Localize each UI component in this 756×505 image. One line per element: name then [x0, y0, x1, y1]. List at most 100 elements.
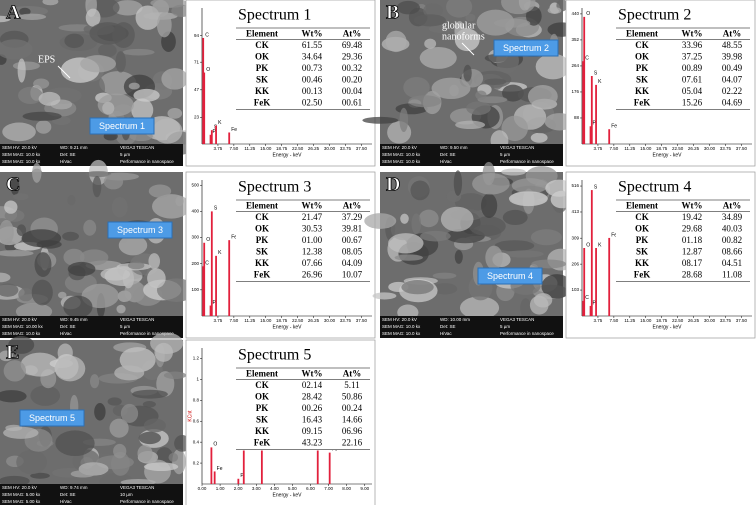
x-tick-label: 11.25: [244, 318, 255, 323]
table-cell: 00.82: [722, 235, 742, 245]
y-tick-label: 300: [191, 235, 199, 240]
sem-texture: [432, 283, 458, 295]
annotation: EPS: [38, 54, 55, 65]
sem-texture: [22, 111, 62, 121]
sem-texture: [110, 451, 130, 476]
sem-texture: [394, 254, 423, 261]
table-cell: 00.49: [722, 63, 743, 73]
x-tick-label: 4.00: [270, 486, 279, 491]
table-cell: SK: [636, 246, 648, 256]
sem-texture: [132, 389, 168, 399]
x-tick-label: 7.50: [229, 146, 238, 151]
peak: [237, 478, 240, 484]
table-header: Element: [246, 28, 278, 38]
sem-info-text: SEM MAG: 10.0 kx: [382, 324, 421, 329]
sem-texture: [2, 122, 36, 142]
table-cell: 00.46: [302, 74, 323, 84]
table-cell: 28.42: [302, 391, 322, 401]
table-cell: 00.73: [302, 63, 323, 73]
sem-texture: [148, 184, 172, 198]
sem-texture: [0, 250, 34, 257]
sem-info-bar: [380, 316, 563, 338]
sem-info-bar: [0, 484, 183, 505]
sem-texture: [502, 209, 528, 226]
x-tick-label: 7.50: [609, 318, 618, 323]
sem-texture: [362, 116, 399, 124]
x-tick-label: 5.00: [288, 486, 297, 491]
table-cell: 28.68: [682, 269, 703, 279]
peak: [590, 190, 593, 316]
peak-label: Fe: [217, 466, 223, 472]
sem-texture: [372, 292, 397, 300]
table-cell: 01.00: [302, 235, 323, 245]
sem-texture: [147, 268, 166, 289]
peak: [215, 125, 217, 144]
table-cell: PK: [636, 63, 649, 73]
table-cell: 07.66: [302, 258, 323, 268]
x-axis-label: Energy - keV: [273, 492, 303, 498]
table-cell: 14.66: [342, 414, 363, 424]
peak-label: P: [240, 473, 244, 479]
sem-texture: [535, 53, 571, 80]
table-cell: 08.17: [682, 258, 703, 268]
sem-texture: [0, 219, 14, 246]
x-axis-label: Energy - keV: [273, 152, 303, 158]
x-tick-label: 26.25: [308, 318, 320, 323]
table-cell: OK: [635, 223, 649, 233]
peak: [595, 84, 597, 144]
table-cell: SK: [256, 414, 268, 424]
sem-texture: [122, 48, 155, 56]
table-cell: 00.32: [342, 63, 362, 73]
sem-info-text: Det: SE: [60, 152, 76, 157]
panel-letter: E: [6, 342, 19, 364]
x-tick-label: 3.00: [252, 486, 261, 491]
table-cell: 00.89: [682, 63, 703, 73]
table-cell: 10.07: [342, 269, 363, 279]
peak: [228, 132, 231, 144]
sem-texture: [385, 30, 407, 53]
peak-label: P: [593, 121, 597, 127]
callout-label: Spectrum 5: [29, 413, 75, 423]
table-cell: 05.04: [682, 86, 703, 96]
table-header: Wt%: [682, 28, 703, 38]
table-cell: 08.05: [342, 246, 363, 256]
table-cell: OK: [255, 223, 269, 233]
sem-texture: [152, 118, 183, 144]
table-cell: 30.53: [302, 223, 323, 233]
sem-texture: [424, 38, 437, 49]
table-cell: 16.43: [302, 414, 323, 424]
sem-texture: [133, 88, 160, 102]
sem-texture: [501, 115, 529, 141]
y-tick-label: 103: [571, 287, 579, 292]
sem-info-text: Det: SE: [440, 152, 456, 157]
sem-texture: [70, 470, 96, 478]
table-cell: 12.87: [682, 246, 703, 256]
sem-texture: [504, 250, 544, 258]
table-cell: 37.25: [682, 51, 703, 61]
sem-info-bar: [380, 144, 563, 166]
sem-texture: [455, 120, 486, 130]
x-tick-label: 30.00: [324, 146, 336, 151]
sem-info-text: SEM HV: 20.0 kV: [382, 145, 417, 150]
peak-label: Fe: [611, 124, 617, 130]
peak: [589, 305, 592, 316]
sem-texture: [0, 39, 33, 60]
x-tick-label: 3.75: [594, 146, 603, 151]
peak-label: O: [206, 67, 210, 73]
table-cell: 15.26: [682, 97, 703, 107]
sem-texture: [466, 101, 491, 115]
table-cell: FeK: [254, 437, 271, 447]
table-header: At%: [343, 368, 362, 378]
sem-info-text: Det: SE: [60, 492, 76, 497]
sem-texture: [35, 120, 52, 134]
sem-info-text: WD: 9.21 mm: [60, 145, 88, 150]
sem-texture: [428, 24, 458, 34]
peak: [215, 255, 217, 316]
sem-texture: [410, 180, 430, 201]
sem-texture: [419, 46, 457, 69]
y-tick-label: 264: [571, 63, 579, 68]
callout-box: [477, 267, 543, 285]
sem-texture: [128, 82, 140, 90]
peak: [209, 134, 212, 144]
sem-info-text: HiVac: [440, 331, 452, 336]
